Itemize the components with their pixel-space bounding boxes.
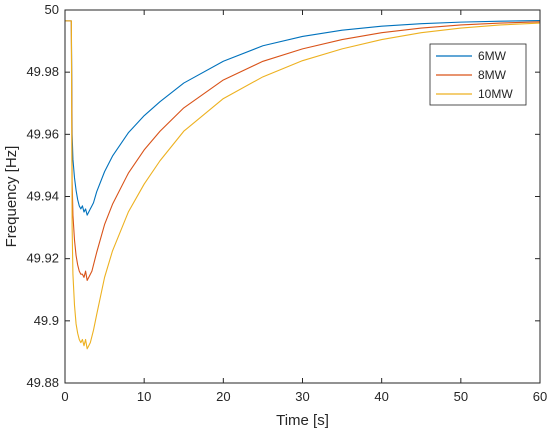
x-tick-label: 30 xyxy=(295,389,309,404)
legend-label: 8MW xyxy=(478,68,507,82)
x-tick-label: 50 xyxy=(454,389,468,404)
y-tick-label: 49.94 xyxy=(26,189,59,204)
y-axis-title: Frequency [Hz] xyxy=(3,146,20,248)
x-tick-label: 60 xyxy=(533,389,547,404)
y-tick-label: 49.98 xyxy=(26,64,59,79)
legend-label: 6MW xyxy=(478,49,507,63)
y-tick-label: 49.88 xyxy=(26,375,59,390)
y-tick-label: 50 xyxy=(45,2,59,17)
series-line-8mw xyxy=(65,20,541,281)
y-tick-label: 49.92 xyxy=(26,251,59,266)
series-line-10mw xyxy=(65,20,541,350)
x-tick-label: 0 xyxy=(61,389,68,404)
legend-label: 10MW xyxy=(478,87,513,101)
series-lines xyxy=(65,20,541,350)
axis-ticks: 0 10 20 30 40 50 60 49.88 49.9 49.92 49.94 49.96 49.… xyxy=(26,2,547,404)
x-tick-label: 40 xyxy=(374,389,388,404)
legend: 6MW 8MW 10MW xyxy=(429,43,527,106)
y-tick-label: 49.96 xyxy=(26,126,59,141)
x-axis-title: Time [s] xyxy=(276,412,329,429)
y-tick-label: 49.9 xyxy=(34,313,59,328)
x-tick-label: 20 xyxy=(216,389,230,404)
x-tick-label: 10 xyxy=(137,389,151,404)
series-line-6mw xyxy=(65,20,541,216)
